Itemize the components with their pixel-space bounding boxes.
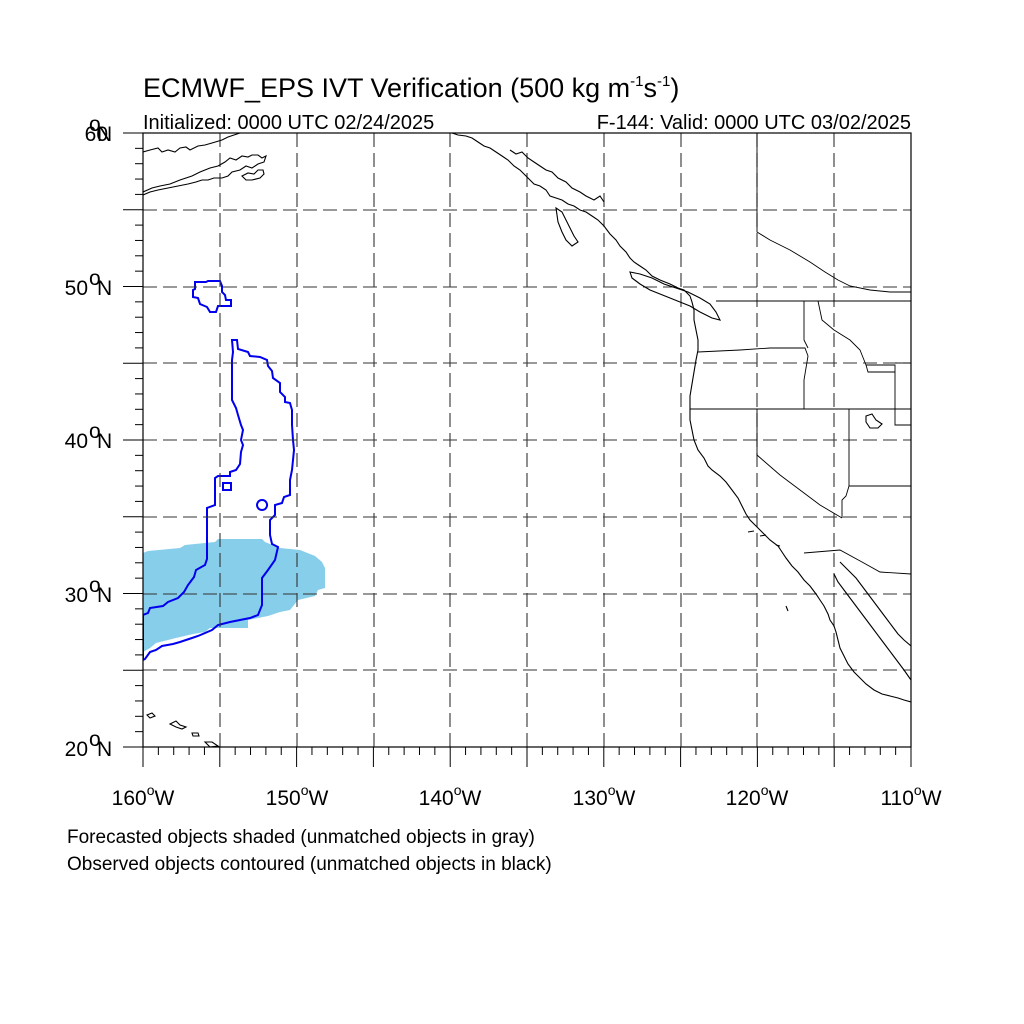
lat-suffix-20: N: [97, 738, 112, 761]
lon-label-130: 130oW: [573, 782, 636, 810]
lon-label-160: 160oW: [112, 782, 175, 810]
hawaii-island-2: [168, 720, 188, 730]
lat-deg-symbol-60: o: [89, 113, 101, 136]
longitude-labels: 160oW 150oW 140oW 130oW 120oW 110oW: [112, 782, 942, 810]
observed-object-small-2: [256, 499, 269, 511]
channel-islands: [747, 530, 781, 547]
lat-deg-symbol-20: o: [89, 728, 101, 751]
graticule: [143, 133, 911, 747]
political-borders: [690, 133, 911, 575]
hawaii-island-4: [203, 741, 220, 747]
lat-label-20: 20: [65, 738, 88, 761]
observed-object-north: [192, 280, 232, 313]
lon-label-150: 150oW: [266, 782, 329, 810]
lat-suffix-60: N: [97, 123, 112, 146]
lon-label-110: 110oW: [880, 782, 941, 810]
lat-suffix-40: N: [97, 430, 112, 453]
guadalupe-island: [785, 605, 789, 612]
latitude-labels: 60 o N 50 o N 40 o N 30 o N 20 o N: [65, 113, 113, 761]
lon-label-140: 140oW: [419, 782, 482, 810]
haida-gwaii: [555, 206, 579, 247]
vancouver-island: [629, 271, 722, 321]
lat-deg-symbol-30: o: [89, 574, 101, 597]
observed-object-main: [143, 339, 296, 662]
north-america-coastline: [451, 133, 911, 703]
alaska-coastline: [143, 133, 267, 196]
observed-object-small-1: [222, 482, 232, 491]
forecast-object: [143, 539, 325, 652]
mainland-mexico-coast: [839, 561, 911, 647]
valid-time-label: F-144: Valid: 0000 UTC 03/02/2025: [597, 112, 911, 134]
hawaii-island-3: [191, 732, 200, 737]
great-salt-lake: [865, 413, 883, 429]
footnote-observed: Observed objects contoured (unmatched ob…: [67, 854, 552, 875]
lat-label-40: 40: [65, 430, 88, 453]
lat-suffix-30: N: [97, 584, 112, 607]
lat-deg-symbol-50: o: [89, 267, 101, 290]
lat-label-60: 60: [85, 123, 108, 146]
lat-label-30: 30: [65, 584, 88, 607]
hawaii-island-1: [146, 712, 156, 719]
map-title: ECMWF_EPS IVT Verification (500 kg m-1s-…: [143, 73, 679, 103]
axis-ticks: [123, 132, 912, 767]
lat-deg-symbol-40: o: [89, 420, 101, 443]
lat-suffix-50: N: [97, 277, 112, 300]
footnote-forecast: Forecasted objects shaded (unmatched obj…: [67, 827, 535, 848]
lat-label-50: 50: [65, 277, 88, 300]
initialized-label: Initialized: 0000 UTC 02/24/2025: [143, 112, 434, 134]
baja-peninsula: [833, 573, 911, 681]
lon-label-120: 120oW: [726, 782, 789, 810]
bc-inlets: [509, 149, 605, 203]
kodiak-island: [241, 169, 265, 181]
